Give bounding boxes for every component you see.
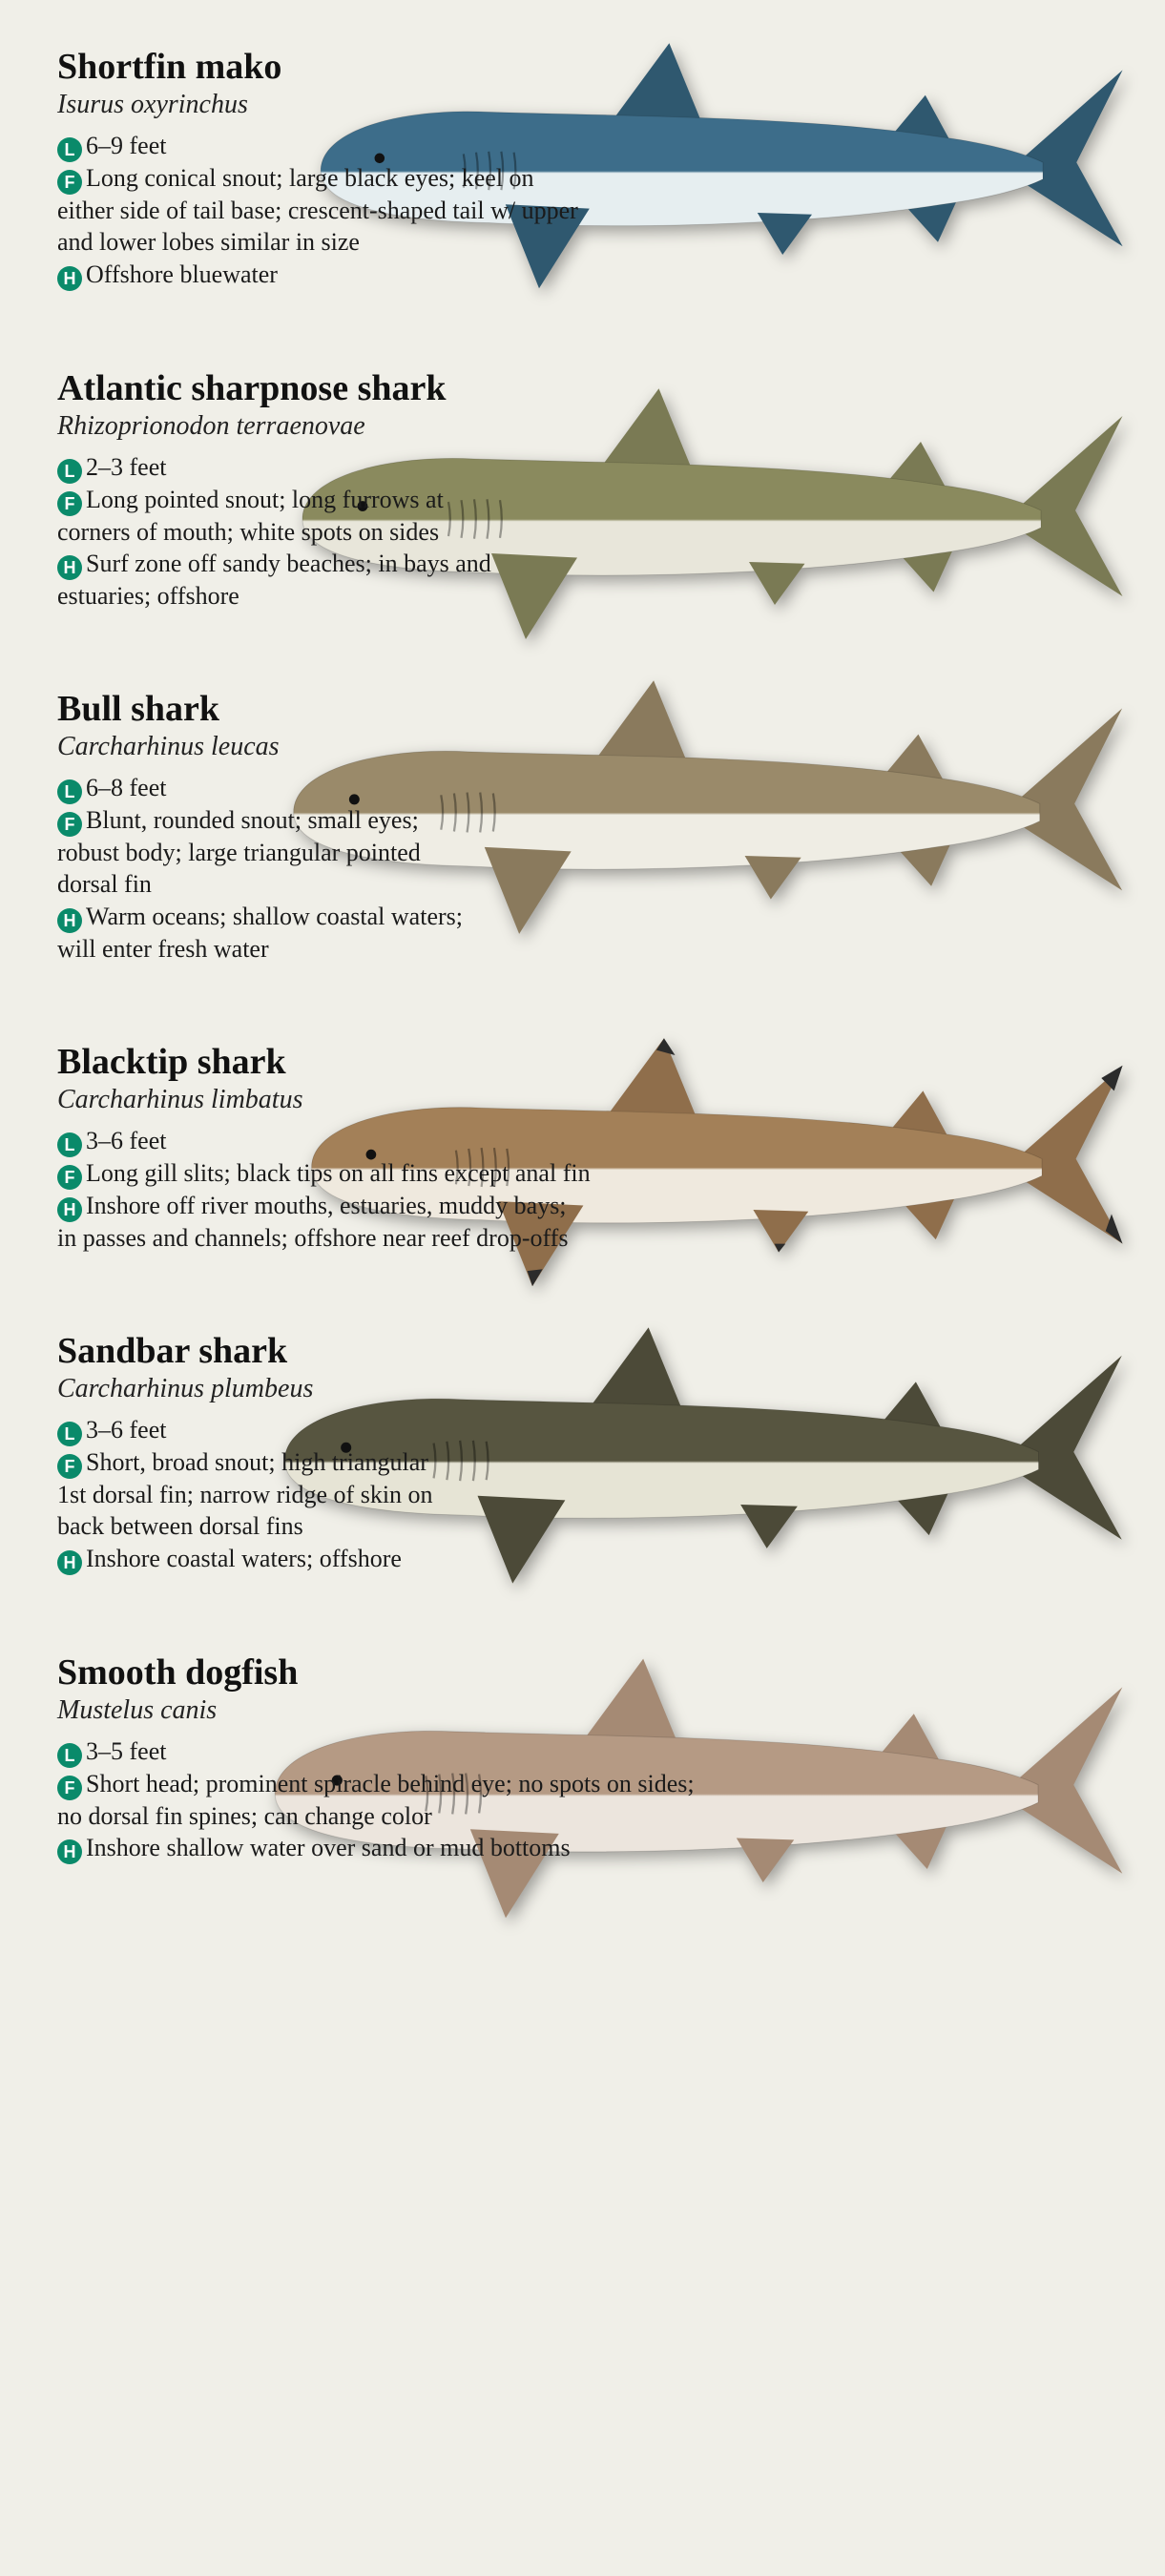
common-name: Smooth dogfish xyxy=(57,1652,725,1693)
species-entry: Bull sharkCarcharhinus leucasL6–8 feetFB… xyxy=(57,688,1108,965)
habitat-value: Inshore shallow water over sand or mud b… xyxy=(86,1834,571,1861)
features-value: Short head; prominent spiracle behind ey… xyxy=(57,1770,695,1830)
scientific-name: Rhizoprionodon terraenovae xyxy=(57,411,506,442)
length-line: L3–6 feet xyxy=(57,1125,592,1157)
species-entry: Atlantic sharpnose sharkRhizoprionodon t… xyxy=(57,367,1108,613)
features-line: FLong gill slits; black tips on all fins… xyxy=(57,1157,592,1190)
features-line: FBlunt, rounded snout; small eyes; robus… xyxy=(57,804,477,901)
scientific-name: Isurus oxyrinchus xyxy=(57,90,592,120)
habitat-value: Surf zone off sandy beaches; in bays and… xyxy=(57,550,491,610)
badge-F: F xyxy=(57,170,82,195)
habitat-line: HOffshore bluewater xyxy=(57,259,592,291)
features-value: Long pointed snout; long furrows at corn… xyxy=(57,486,444,546)
habitat-value: Inshore off river mouths, estuaries, mud… xyxy=(57,1192,568,1252)
badge-H: H xyxy=(57,266,82,291)
common-name: Atlantic sharpnose shark xyxy=(57,367,506,409)
length-value: 3–6 feet xyxy=(86,1127,166,1154)
features-value: Long conical snout; large black eyes; ke… xyxy=(57,164,578,256)
badge-L: L xyxy=(57,1132,82,1157)
features-line: FShort head; prominent spiracle behind e… xyxy=(57,1768,725,1832)
badge-H: H xyxy=(57,908,82,933)
badge-L: L xyxy=(57,137,82,162)
scientific-name: Mustelus canis xyxy=(57,1695,725,1726)
common-name: Bull shark xyxy=(57,688,477,730)
common-name: Shortfin mako xyxy=(57,46,592,88)
common-name: Blacktip shark xyxy=(57,1041,592,1083)
badge-H: H xyxy=(57,1550,82,1575)
species-entry: Sandbar sharkCarcharhinus plumbeus L3–6 f… xyxy=(57,1330,1108,1575)
badge-F: F xyxy=(57,1165,82,1190)
length-value: 2–3 feet xyxy=(86,453,166,481)
badge-L: L xyxy=(57,779,82,804)
badge-L: L xyxy=(57,1422,82,1446)
length-value: 3–5 feet xyxy=(86,1737,166,1765)
badge-F: F xyxy=(57,812,82,837)
features-line: FLong conical snout; large black eyes; k… xyxy=(57,162,592,259)
features-value: Blunt, rounded snout; small eyes; robust… xyxy=(57,806,421,898)
features-value: Short, broad snout; high triangular 1st … xyxy=(57,1448,433,1540)
scientific-name: Carcharhinus leucas xyxy=(57,732,477,762)
length-line: L3–6 feet xyxy=(57,1414,439,1446)
habitat-line: HInshore off river mouths, estuaries, mu… xyxy=(57,1190,592,1254)
habitat-line: HSurf zone off sandy beaches; in bays an… xyxy=(57,548,506,612)
badge-F: F xyxy=(57,1776,82,1800)
scientific-name: Carcharhinus limbatus xyxy=(57,1085,592,1115)
habitat-line: HWarm oceans; shallow coastal waters; wi… xyxy=(57,901,477,965)
badge-H: H xyxy=(57,1839,82,1864)
length-line: L6–8 feet xyxy=(57,772,477,804)
badge-L: L xyxy=(57,459,82,484)
habitat-value: Inshore coastal waters; offshore xyxy=(86,1545,402,1572)
species-entry: Shortfin makoIsurus oxyrinchusL6–9 feetF… xyxy=(57,46,1108,291)
length-line: L3–5 feet xyxy=(57,1735,725,1768)
habitat-line: HInshore shallow water over sand or mud … xyxy=(57,1832,725,1864)
habitat-value: Offshore bluewater xyxy=(86,260,278,288)
badge-F: F xyxy=(57,491,82,516)
length-value: 6–8 feet xyxy=(86,774,166,801)
habitat-line: HInshore coastal waters; offshore xyxy=(57,1543,439,1575)
length-value: 6–9 feet xyxy=(86,132,166,159)
features-value: Long gill slits; black tips on all fins … xyxy=(86,1159,591,1187)
badge-F: F xyxy=(57,1454,82,1479)
scientific-name: Carcharhinus plumbeus xyxy=(57,1374,439,1404)
features-line: FLong pointed snout; long furrows at cor… xyxy=(57,484,506,548)
habitat-value: Warm oceans; shallow coastal waters; wil… xyxy=(57,903,463,963)
length-line: L6–9 feet xyxy=(57,130,592,162)
species-entry: Smooth dogfishMustelus canisL3–5 feetFSh… xyxy=(57,1652,1108,1864)
common-name: Sandbar shark xyxy=(57,1330,439,1372)
length-line: L2–3 feet xyxy=(57,451,506,484)
features-line: FShort, broad snout; high triangular 1st… xyxy=(57,1446,439,1543)
species-entry: Blacktip sharkCarcharhinus limbatus L3–6 … xyxy=(57,1041,1108,1254)
badge-H: H xyxy=(57,555,82,580)
badge-L: L xyxy=(57,1743,82,1768)
badge-H: H xyxy=(57,1197,82,1222)
species-guide-page: Shortfin makoIsurus oxyrinchusL6–9 feetF… xyxy=(0,0,1165,2576)
length-value: 3–6 feet xyxy=(86,1416,166,1444)
